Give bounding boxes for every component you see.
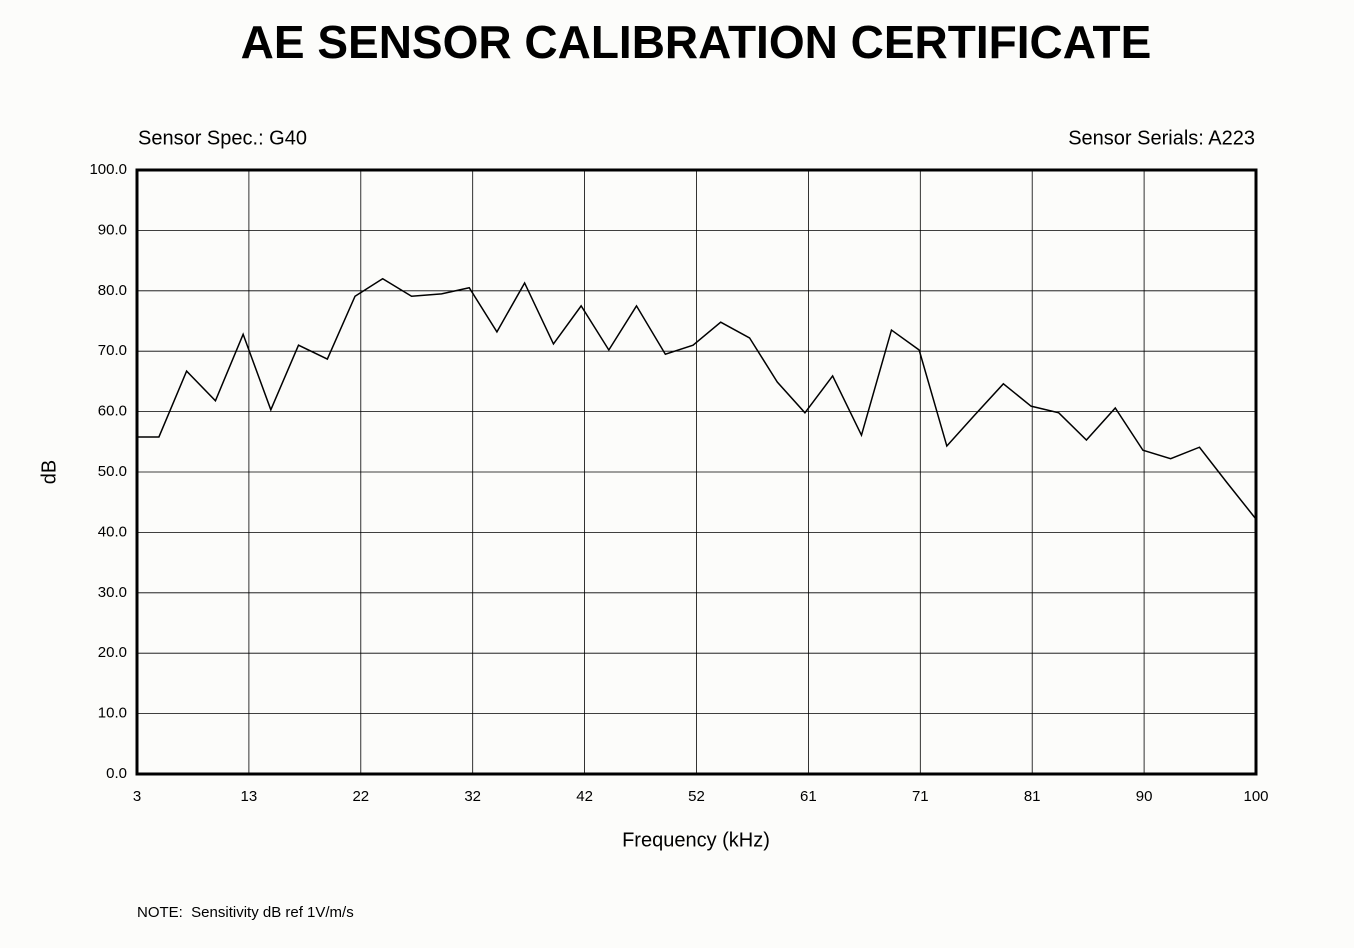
- x-axis-label: Frequency (kHz): [622, 829, 770, 851]
- y-tick-label: 50.0: [98, 463, 127, 480]
- x-tick-label: 71: [912, 788, 929, 805]
- x-tick-label: 81: [1024, 788, 1041, 805]
- note: NOTE: Sensitivity dB ref 1V/m/s: [137, 904, 354, 921]
- sensor-spec: Sensor Spec.: G40: [138, 127, 307, 149]
- plot-frame: [135, 168, 1258, 776]
- x-tick-label: 3: [133, 788, 141, 805]
- y-tick-label: 100.0: [89, 161, 127, 178]
- chart-title: AE SENSOR CALIBRATION CERTIFICATE: [241, 16, 1152, 68]
- y-tick-label: 70.0: [98, 342, 127, 359]
- x-tick-label: 52: [688, 788, 705, 805]
- y-axis-label: dB: [38, 460, 60, 484]
- y-tick-label: 90.0: [98, 221, 127, 238]
- sensor-serials: Sensor Serials: A223: [1068, 127, 1255, 149]
- x-tick-label: 42: [576, 788, 593, 805]
- y-tick-label: 10.0: [98, 705, 127, 722]
- y-tick-label: 40.0: [98, 523, 127, 540]
- x-tick-label: 32: [464, 788, 481, 805]
- x-tick-label: 90: [1136, 788, 1153, 805]
- y-tick-label: 0.0: [106, 765, 127, 782]
- y-tick-label: 20.0: [98, 644, 127, 661]
- y-tick-label: 30.0: [98, 584, 127, 601]
- y-tick-label: 60.0: [98, 403, 127, 420]
- x-tick-label: 61: [800, 788, 817, 805]
- y-tick-label: 80.0: [98, 282, 127, 299]
- data-line: [137, 277, 1257, 520]
- x-tick-label: 22: [352, 788, 369, 805]
- x-tick-label: 100: [1243, 788, 1268, 805]
- x-tick-label: 13: [241, 788, 258, 805]
